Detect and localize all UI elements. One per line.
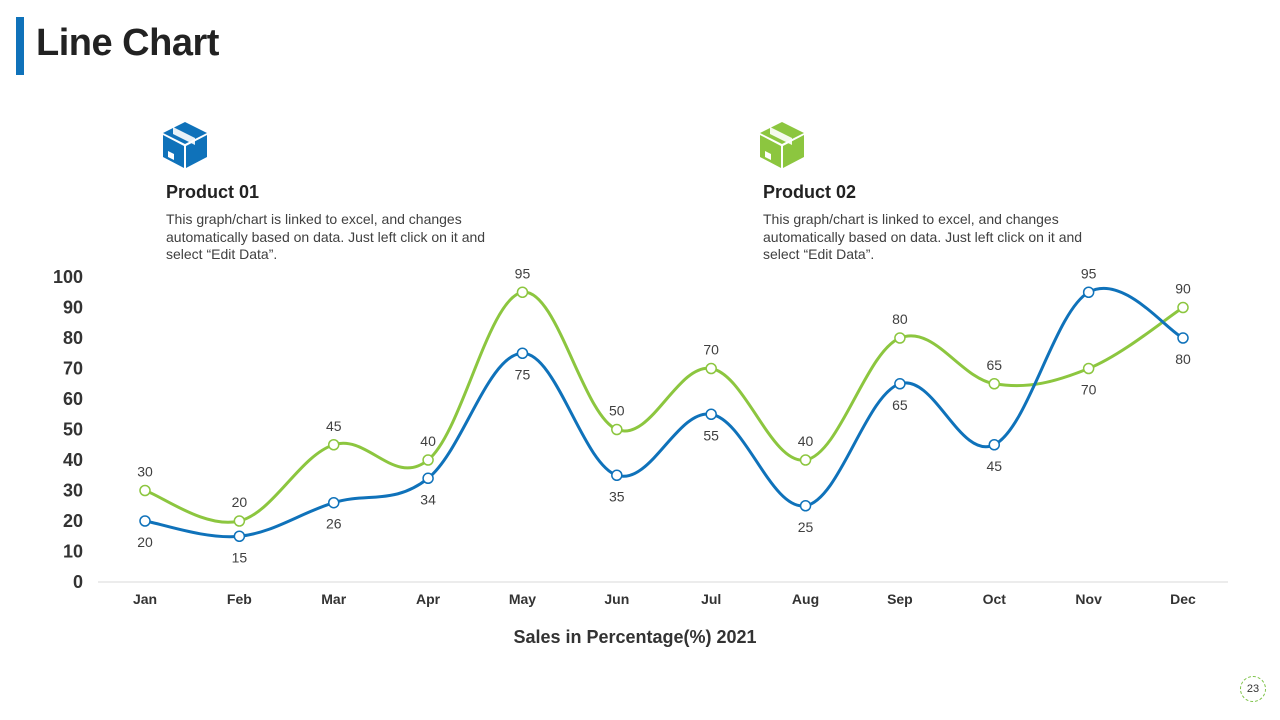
data-point-series-1	[988, 439, 1001, 451]
data-label-series-1: 45	[986, 458, 1002, 474]
series-line-1	[143, 286, 1185, 539]
y-tick-label: 70	[63, 359, 83, 379]
data-point-series-2	[894, 332, 906, 344]
data-point-series-1	[1177, 332, 1189, 344]
data-point-series-1	[327, 496, 340, 509]
data-point-series-2	[516, 286, 529, 298]
x-tick-label: Mar	[321, 591, 346, 607]
y-tick-label: 20	[63, 511, 83, 531]
data-label-series-2: 70	[703, 342, 719, 358]
data-label-series-2: 45	[326, 418, 342, 434]
x-tick-label: Aug	[792, 591, 819, 607]
data-label-series-2: 50	[609, 403, 625, 419]
y-tick-label: 80	[63, 328, 83, 348]
data-label-series-2: 40	[420, 433, 436, 449]
data-point-series-1	[516, 347, 529, 359]
slide-title: Line Chart	[36, 22, 219, 64]
data-label-series-1: 75	[515, 366, 531, 382]
y-tick-label: 0	[73, 572, 83, 592]
data-label-series-1: 95	[1081, 265, 1097, 281]
x-tick-label: May	[509, 591, 536, 607]
data-label-series-1: 20	[137, 534, 153, 550]
data-label-series-2: 80	[892, 311, 908, 327]
product-01-title: Product 01	[166, 182, 260, 202]
data-label-series-1: 25	[798, 519, 814, 535]
data-point-series-2	[327, 439, 340, 451]
data-label-series-1: 15	[232, 549, 248, 565]
x-tick-label: Dec	[1170, 591, 1196, 607]
data-label-series-2: 30	[137, 464, 153, 480]
data-label-series-2: 95	[515, 265, 531, 281]
product-02-block: Product 02 This graph/chart is linked to…	[760, 120, 1093, 264]
x-tick-label: Oct	[983, 591, 1007, 607]
data-label-series-1: 65	[892, 397, 908, 413]
data-point-series-2	[705, 362, 717, 375]
y-tick-label: 90	[63, 298, 83, 318]
x-tick-label: Apr	[416, 591, 441, 607]
x-tick-label: Jan	[133, 591, 157, 607]
package-box-icon	[760, 122, 804, 168]
chart-x-axis-label: Sales in Percentage(%) 2021	[513, 627, 757, 647]
series-line-2	[143, 290, 1185, 524]
data-point-series-2	[611, 423, 623, 436]
y-tick-label: 10	[63, 542, 83, 562]
data-point-series-1	[1082, 286, 1095, 298]
data-point-series-1	[139, 515, 151, 527]
data-label-series-1: 55	[703, 427, 719, 443]
data-point-series-1	[233, 530, 246, 542]
data-label-series-1: 26	[326, 516, 342, 532]
y-tick-label: 50	[63, 420, 83, 440]
x-tick-label: Feb	[227, 591, 252, 607]
title-accent-bar	[16, 17, 24, 75]
data-point-series-1	[611, 469, 623, 481]
product-01-description: This graph/chart is linked to excel, and…	[166, 211, 486, 262]
data-label-series-2: 90	[1175, 281, 1191, 297]
data-label-series-2: 40	[798, 433, 814, 449]
x-tick-label: Jun	[604, 591, 629, 607]
data-point-series-2	[422, 454, 434, 466]
page-number: 23	[1240, 676, 1266, 702]
data-point-series-1	[705, 408, 717, 420]
product-01-block: Product 01 This graph/chart is linked to…	[163, 120, 496, 264]
x-tick-label: Jul	[701, 591, 721, 607]
data-label-series-2: 20	[232, 494, 248, 510]
y-tick-label: 100	[53, 267, 83, 287]
data-point-series-2	[799, 454, 812, 466]
x-tick-label: Nov	[1075, 591, 1102, 607]
y-tick-label: 40	[63, 450, 83, 470]
product-02-description: This graph/chart is linked to excel, and…	[763, 211, 1083, 262]
data-label-series-1: 35	[609, 488, 625, 504]
y-tick-label: 60	[63, 389, 83, 409]
x-tick-label: Sep	[887, 591, 913, 607]
data-point-series-2	[1177, 301, 1189, 314]
data-point-series-2	[1082, 362, 1095, 375]
data-point-series-2	[139, 484, 151, 497]
product-02-title: Product 02	[763, 182, 857, 202]
data-label-series-2: 65	[986, 357, 1002, 373]
data-point-series-2	[988, 378, 1001, 390]
data-label-series-1: 34	[420, 491, 436, 507]
data-point-series-1	[422, 472, 434, 485]
data-point-series-1	[799, 500, 812, 512]
data-label-series-1: 80	[1175, 351, 1191, 367]
package-box-icon	[163, 122, 207, 168]
data-point-series-2	[233, 515, 246, 527]
y-tick-label: 30	[63, 481, 83, 501]
data-point-series-1	[894, 378, 906, 390]
data-label-series-2: 70	[1081, 382, 1097, 398]
